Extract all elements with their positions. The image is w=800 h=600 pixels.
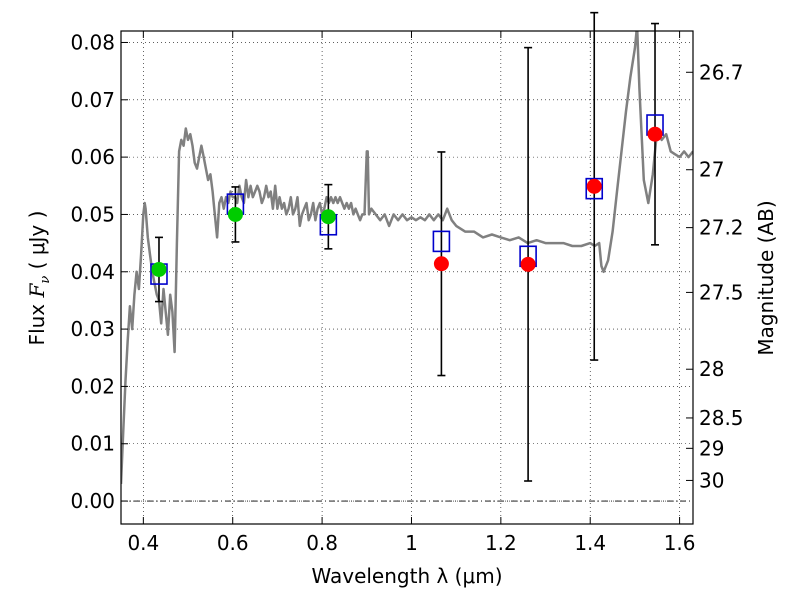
right-tick-label: 30 bbox=[699, 468, 724, 492]
model-spectrum-line bbox=[121, 31, 693, 484]
axis-ticks bbox=[121, 31, 693, 524]
y-axis-label-suffix: ( μJy ) bbox=[25, 211, 49, 276]
observed-flux-point bbox=[151, 261, 167, 277]
axis-tick-labels: 0.4 0.6 0.8 1 1.2 1.4 1.6 0.00 0.01 0.02 0.03 0.04 0… bbox=[70, 30, 743, 555]
y-axis-label-symbol: F bbox=[25, 283, 49, 299]
error-bars bbox=[154, 11, 660, 482]
y-tick-label: 0.06 bbox=[70, 145, 115, 169]
y-tick-label: 0.07 bbox=[70, 88, 115, 112]
y-axis-label-subscript: ν bbox=[38, 276, 53, 284]
plot-frame bbox=[120, 30, 694, 525]
right-tick-label: 27.5 bbox=[699, 280, 744, 304]
x-tick-label: 1.2 bbox=[485, 531, 517, 555]
right-axis-label: Magnitude (AB) bbox=[754, 200, 778, 355]
right-tick-label: 27.2 bbox=[699, 216, 744, 240]
y-tick-label: 0.08 bbox=[70, 30, 115, 54]
x-axis-label: Wavelength λ (μm) bbox=[311, 564, 502, 588]
data-markers bbox=[150, 114, 664, 285]
model-photometry-square bbox=[432, 230, 451, 253]
y-tick-label: 0.05 bbox=[70, 202, 115, 226]
x-tick-label: 1 bbox=[405, 531, 418, 555]
observed-flux-point bbox=[520, 256, 536, 272]
y-axis-label: Flux Fν ( μJy ) bbox=[25, 211, 53, 346]
x-tick-label: 1.4 bbox=[574, 531, 606, 555]
x-tick-label: 0.8 bbox=[306, 531, 338, 555]
model-spectrum-group bbox=[121, 31, 693, 484]
y-tick-label: 0.03 bbox=[70, 317, 115, 341]
y-tick-label: 0.02 bbox=[70, 374, 115, 398]
observed-flux-point bbox=[320, 209, 336, 225]
observed-flux-point bbox=[227, 206, 243, 222]
right-tick-label: 28.5 bbox=[699, 406, 744, 430]
y-tick-label: 0.04 bbox=[70, 260, 115, 284]
right-tick-label: 28 bbox=[699, 357, 724, 381]
grid-lines bbox=[121, 31, 693, 524]
x-tick-label: 0.6 bbox=[217, 531, 249, 555]
right-tick-label: 27 bbox=[699, 158, 724, 182]
x-tick-label: 0.4 bbox=[127, 531, 159, 555]
observed-flux-point bbox=[433, 256, 449, 272]
observed-flux-point bbox=[647, 126, 663, 142]
model-photometry-square bbox=[585, 177, 604, 200]
y-tick-label: 0.00 bbox=[70, 489, 115, 513]
y-axis-label-prefix: Flux bbox=[25, 298, 49, 346]
y-tick-label: 0.01 bbox=[70, 432, 115, 456]
right-tick-label: 26.7 bbox=[699, 60, 744, 84]
x-tick-label: 1.6 bbox=[664, 531, 696, 555]
right-tick-label: 29 bbox=[699, 436, 724, 460]
observed-flux-point bbox=[586, 178, 602, 194]
